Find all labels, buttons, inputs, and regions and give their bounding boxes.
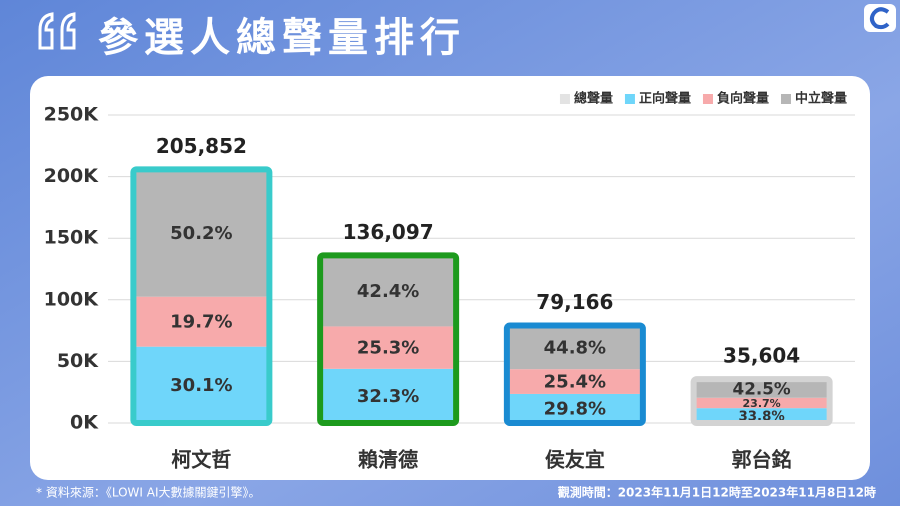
segment-label: 44.8% [544,337,606,358]
segment-label: 23.7% [743,397,781,410]
bar-segment [693,397,830,409]
x-tick-label: 賴清德 [358,448,418,472]
total-label: 35,604 [723,344,800,368]
y-tick-label: 50K [57,350,99,372]
bar-segment [133,346,270,423]
total-label: 136,097 [343,220,434,244]
segment-label: 30.1% [170,375,232,396]
bar-segment [320,368,457,423]
segment-label: 25.3% [357,338,419,359]
segment-label: 32.3% [357,386,419,407]
quote-icon [38,12,76,50]
y-tick-label: 250K [44,104,100,126]
legend-label: 中立聲量 [795,91,847,107]
logo [864,4,896,32]
legend-swatch [559,94,570,104]
segment-label: 19.7% [170,312,232,333]
legend-swatch [624,94,635,104]
bar-segment [693,379,830,398]
segment-label: 42.5% [733,378,791,398]
bar-segment [506,393,643,423]
segment-label: 50.2% [170,223,232,244]
bar-segment [133,169,270,297]
bar-total-outline [503,322,646,427]
bar-segment [506,325,643,370]
legend-swatch [780,94,791,104]
bar-segment [133,296,270,347]
x-tick-label: 侯友宜 [545,448,605,472]
x-tick-label: 郭台銘 [732,448,792,472]
y-tick-label: 100K [44,288,100,310]
legend-swatch [702,94,713,104]
total-label: 79,166 [536,290,613,314]
segment-label: 42.4% [357,281,419,302]
bar-segment [506,369,643,394]
bar-segment [320,326,457,369]
bar-segment [693,408,830,423]
bar-segment [320,255,457,327]
segment-label: 29.8% [544,398,606,419]
y-tick-label: 200K [44,165,100,187]
segment-label: 25.4% [544,372,606,393]
footer-source: * 資料來源：《LOWI AI大數據關鍵引擎》。 [36,485,261,500]
x-tick-label: 柯文哲 [171,448,231,472]
legend-label: 負向聲量 [717,91,769,107]
y-tick-label: 150K [44,227,100,249]
legend-label: 正向聲量 [639,91,691,107]
page-title: 參選人總聲量排行 [98,15,466,61]
bar-total-outline [130,166,273,426]
bar-total-outline [317,252,460,426]
footer-period: 觀測時間：2023年11月1日12時至2023年11月8日12時 [558,485,876,500]
bar-total-outline [690,376,833,426]
y-tick-label: 0K [70,412,99,434]
legend-label: 總聲量 [574,91,613,107]
total-label: 205,852 [156,134,247,158]
